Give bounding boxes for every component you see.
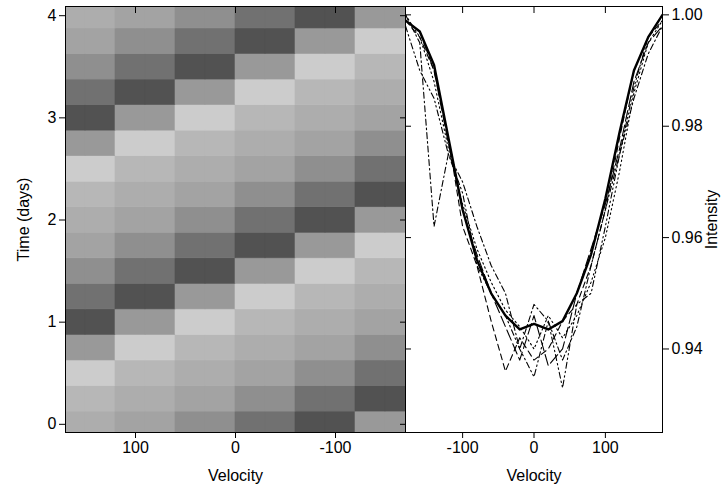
svg-text:2: 2	[48, 211, 57, 228]
svg-text:1: 1	[48, 313, 57, 330]
svg-text:0: 0	[530, 439, 539, 456]
svg-text:-100: -100	[447, 439, 479, 456]
svg-text:1.00: 1.00	[672, 6, 703, 23]
svg-text:Velocity: Velocity	[506, 467, 561, 484]
svg-text:0: 0	[231, 439, 240, 456]
svg-text:4: 4	[48, 7, 57, 24]
svg-text:3: 3	[48, 109, 57, 126]
svg-text:0.98: 0.98	[672, 117, 703, 134]
svg-text:100: 100	[122, 439, 149, 456]
svg-text:Velocity: Velocity	[208, 467, 263, 484]
svg-text:0.94: 0.94	[672, 340, 703, 357]
svg-text:Time (days): Time (days)	[15, 178, 32, 262]
svg-text:0.96: 0.96	[672, 229, 703, 246]
svg-text:0: 0	[48, 415, 57, 432]
svg-text:-100: -100	[319, 439, 351, 456]
svg-text:Intensity: Intensity	[703, 190, 720, 250]
svg-text:100: 100	[592, 439, 619, 456]
